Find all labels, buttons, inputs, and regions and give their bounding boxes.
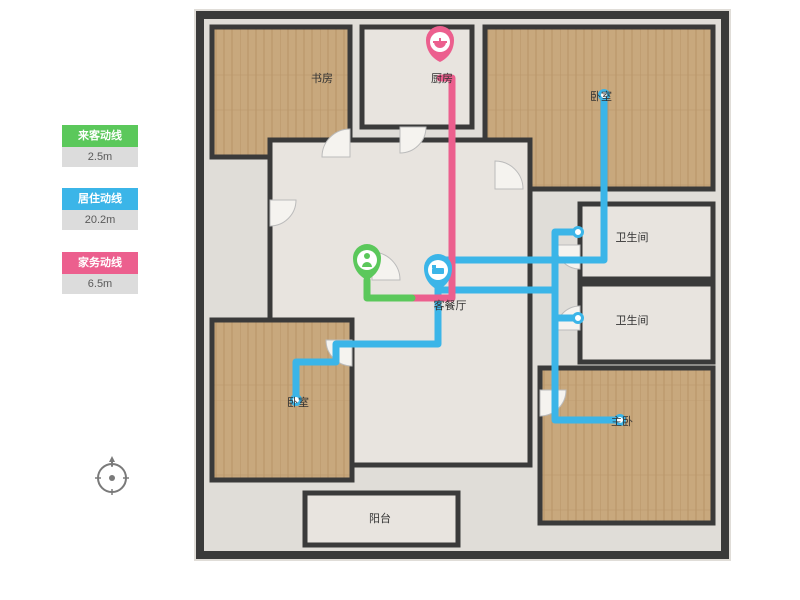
legend-house-label: 家务动线 [62, 252, 138, 274]
compass-icon [95, 456, 129, 495]
room-label-7: 主卧 [611, 413, 633, 429]
legend-guest-value: 2.5m [62, 147, 138, 167]
room-label-3: 客餐厅 [434, 297, 467, 313]
room-label-2: 卧室 [590, 88, 612, 104]
room-label-6: 卧室 [287, 394, 309, 410]
room-label-8: 阳台 [369, 510, 391, 526]
floorplan-canvas [0, 0, 800, 600]
room-label-0: 书房 [311, 70, 333, 86]
room-label-1: 厨房 [431, 70, 453, 86]
legend-house: 家务动线 6.5m [62, 252, 138, 294]
legend-guest-label: 来客动线 [62, 125, 138, 147]
legend-living-label: 居住动线 [62, 188, 138, 210]
legend-guest: 来客动线 2.5m [62, 125, 138, 167]
room-label-4: 卫生间 [616, 229, 649, 245]
legend-house-value: 6.5m [62, 274, 138, 294]
room-label-5: 卫生间 [616, 312, 649, 328]
legend-living-value: 20.2m [62, 210, 138, 230]
legend-living: 居住动线 20.2m [62, 188, 138, 230]
